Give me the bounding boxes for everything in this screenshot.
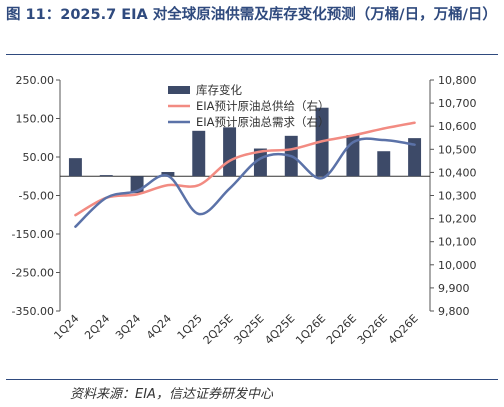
legend-label-inventory: 库存变化 (196, 83, 242, 97)
source-note: 资料来源：EIA，信达证券研发中心 (70, 387, 273, 402)
chart-area: 250.00 150.00 50.00 -50.00 -150.00 -250.00 -35… (12, 74, 477, 347)
bar-1Q24 (68, 158, 82, 177)
legend-swatch-bar (168, 86, 190, 94)
right-tick-label: 10,300 (438, 190, 477, 203)
bar-1Q25 (192, 130, 206, 177)
x-tick-label: 1Q24 (51, 312, 81, 342)
demand-line (74, 137, 416, 228)
right-tick-label: 9,800 (438, 305, 470, 318)
chart-title: 图 11：2025.7 EIA 对全球原油供需及库存变化预测（万桶/日，万桶/日… (6, 7, 497, 23)
right-tick-label: 10,000 (438, 259, 477, 272)
right-tick-label: 10,500 (438, 143, 477, 156)
right-tick-label: 10,800 (438, 74, 477, 87)
right-tick-label: 10,100 (438, 236, 477, 249)
left-tick-label: -150.00 (12, 228, 54, 241)
x-axis: 1Q24 2Q24 3Q24 4Q24 1Q252Q25E3Q25E4Q25E1Q26E… (51, 312, 420, 347)
left-tick-label: 50.00 (23, 151, 55, 164)
x-tick-label: 3Q24 (113, 312, 143, 342)
bar-2Q24 (99, 175, 113, 177)
right-axis: 10,800 10,700 10,600 10,500 10,400 10,300 10,2… (430, 74, 477, 318)
title-divider (6, 54, 498, 55)
bar-2Q25E (223, 127, 237, 177)
source-divider (6, 379, 498, 380)
x-tick-label: 4Q24 (144, 312, 174, 342)
left-tick-label: 150.00 (16, 113, 55, 126)
bar-3Q25E (253, 148, 267, 177)
inventory-bars (68, 107, 422, 194)
right-tick-label: 9,900 (438, 282, 470, 295)
x-tick-label: 2Q26E (324, 312, 359, 347)
legend-label-supply: EIA预计原油总供给（右） (196, 99, 330, 113)
left-axis: 250.00 150.00 50.00 -50.00 -150.00 -250.00 -35… (12, 74, 60, 318)
right-tick-label: 10,700 (438, 97, 477, 110)
x-tick-label: 3Q25E (231, 312, 266, 347)
x-tick-label: 1Q26E (293, 312, 328, 347)
bar-4Q24 (161, 172, 175, 177)
supply-line (74, 121, 416, 217)
left-tick-label: -250.00 (12, 267, 54, 280)
left-tick-label: -350.00 (12, 305, 54, 318)
x-tick-label: 4Q26E (386, 312, 421, 347)
left-tick-label: -50.00 (19, 190, 54, 203)
x-tick-label: 2Q25E (201, 312, 236, 347)
right-tick-label: 10,200 (438, 213, 477, 226)
x-tick-label: 3Q26E (355, 312, 390, 347)
x-tick-label: 4Q25E (262, 312, 297, 347)
x-tick-label: 2Q24 (82, 312, 112, 342)
right-tick-label: 10,600 (438, 120, 477, 133)
legend-label-demand: EIA预计原油总需求（右） (196, 115, 330, 129)
right-tick-label: 10,400 (438, 166, 477, 179)
bar-3Q26E (377, 151, 391, 177)
legend: 库存变化 EIA预计原油总供给（右） EIA预计原油总需求（右） (168, 83, 330, 129)
left-tick-label: 250.00 (16, 74, 55, 87)
series-lines (74, 121, 416, 228)
bar-4Q26E (408, 138, 422, 177)
